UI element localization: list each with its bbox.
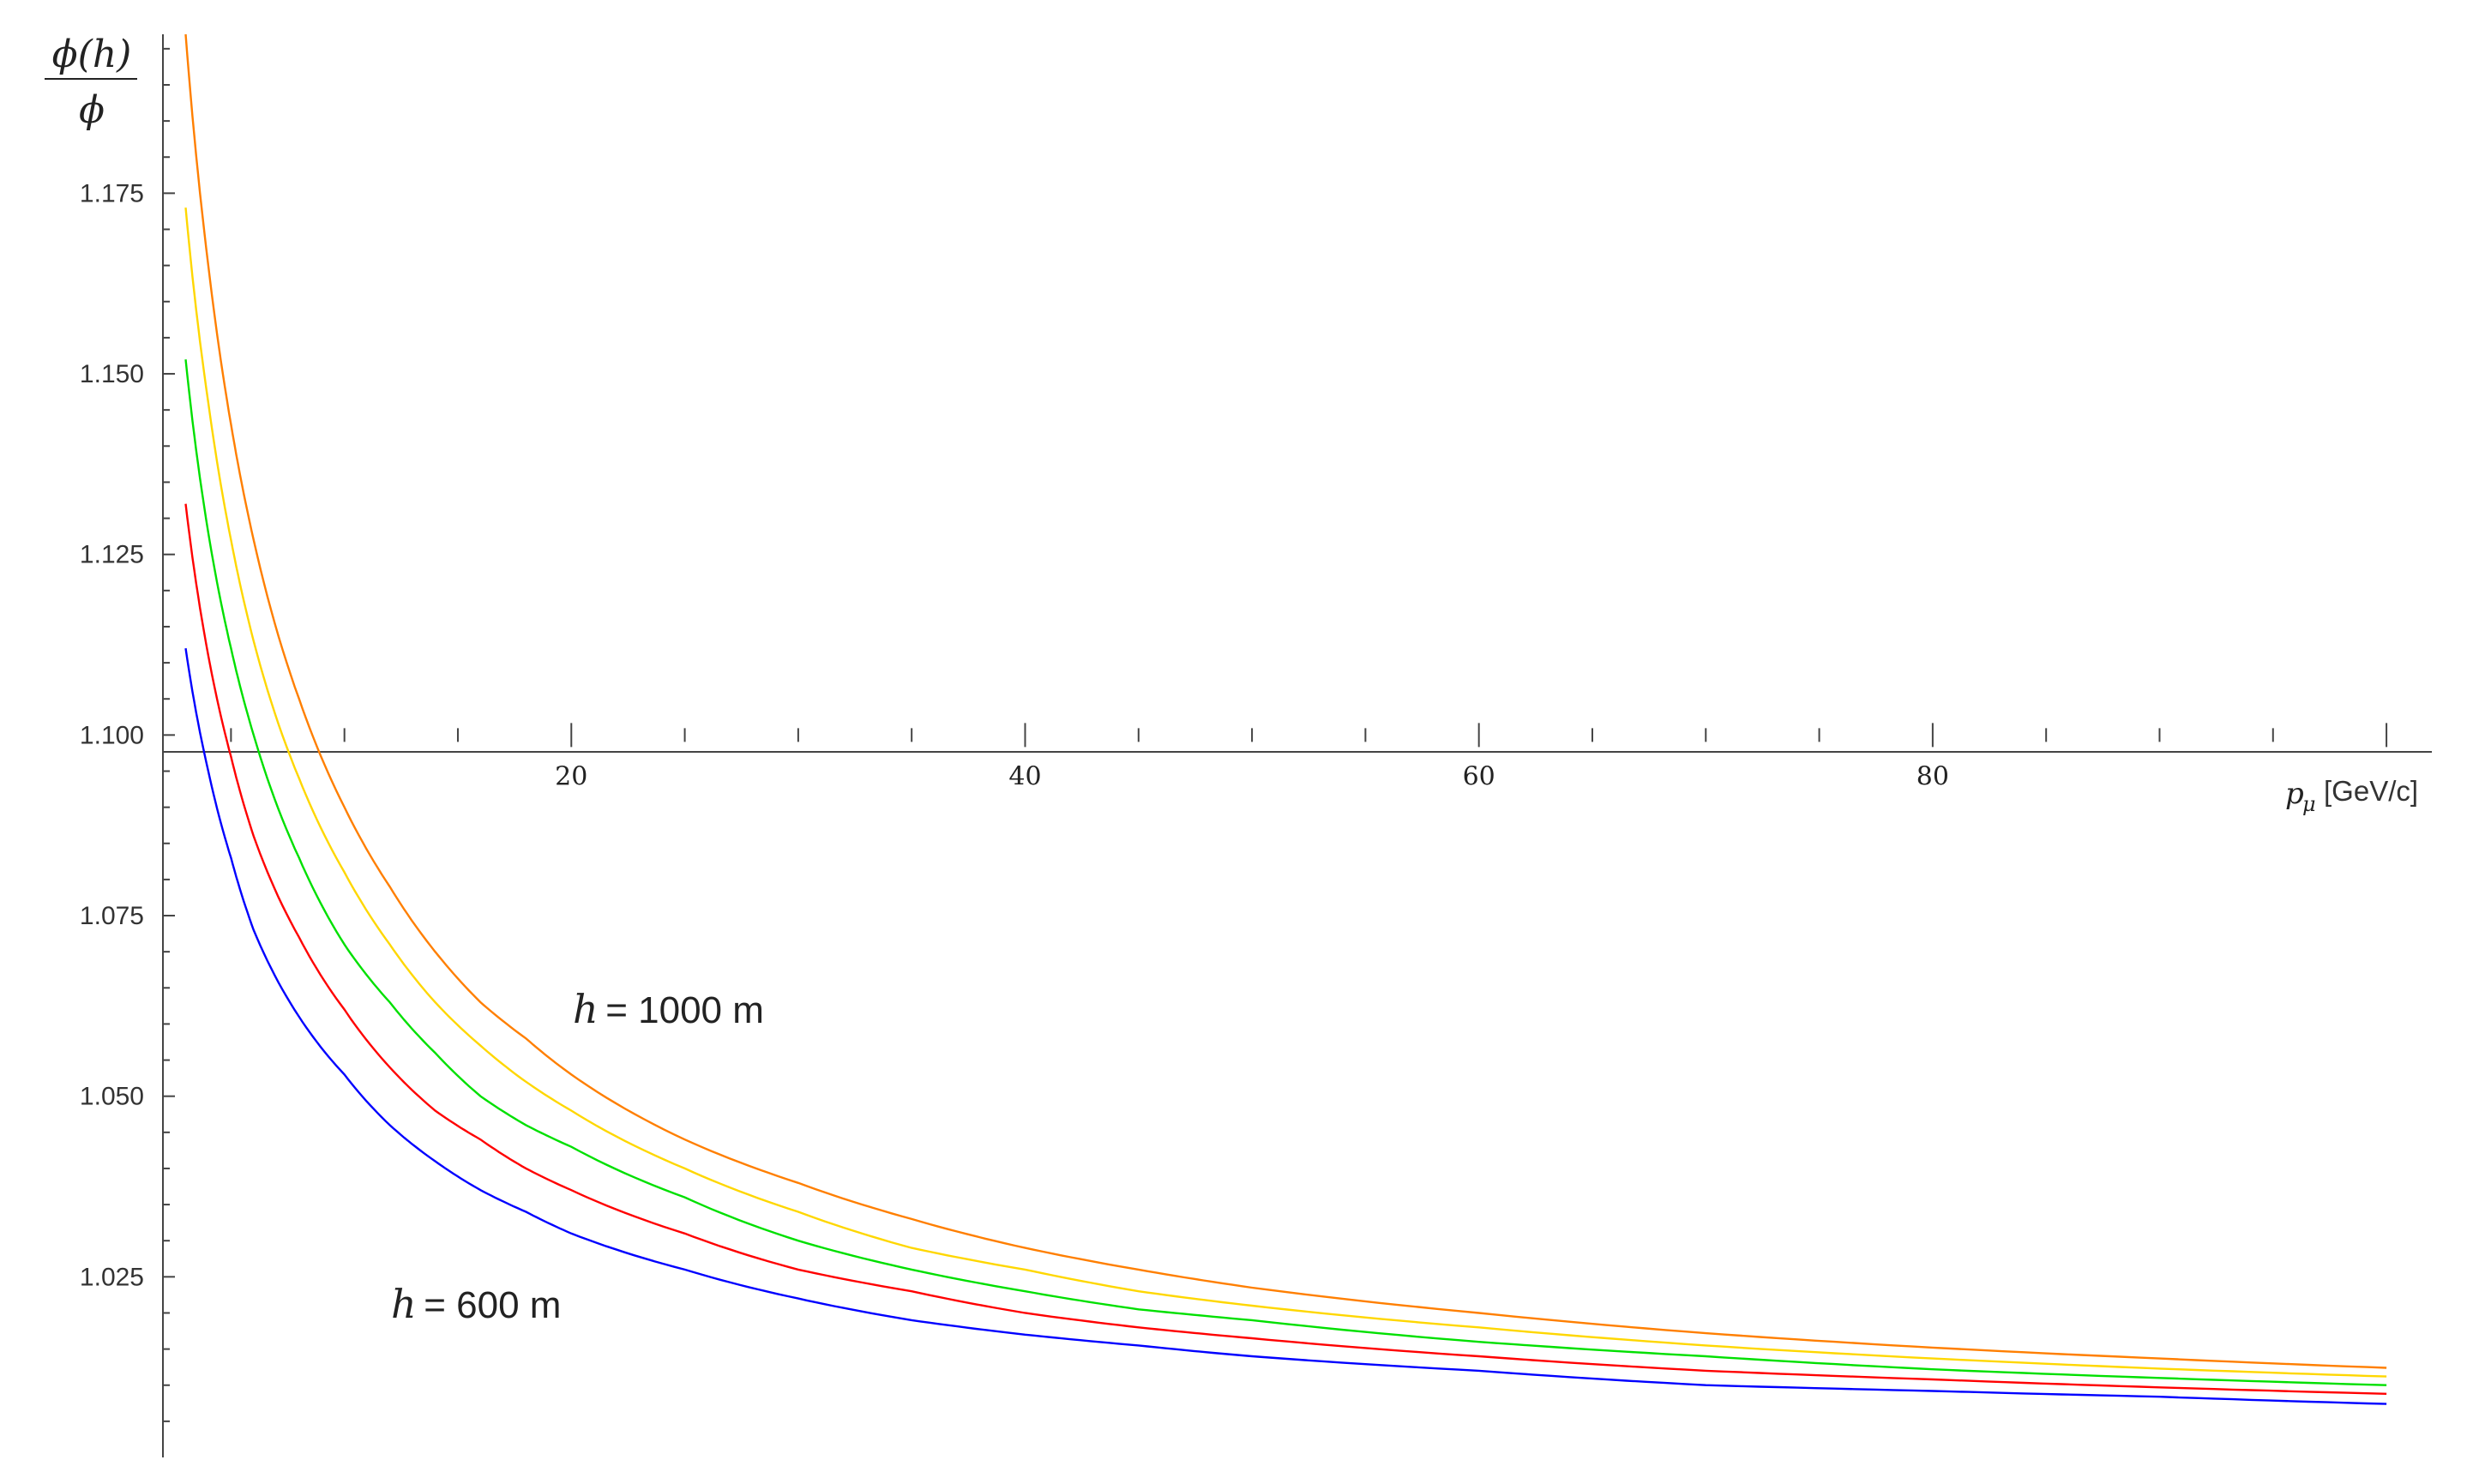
y-tick-label: 1.150 <box>80 360 144 388</box>
x-label-unit: [GeV/c] <box>2324 775 2418 807</box>
x-label-subscript: μ <box>2302 792 2316 816</box>
annotation-1000m-h: h <box>573 986 599 1032</box>
x-tick-label: 20 <box>555 761 587 791</box>
series-line-4 <box>184 33 2387 1369</box>
x-ticks: 20 40 60 80 <box>230 723 2388 791</box>
series-line-3 <box>184 207 2387 1378</box>
y-ticks: 1.025 1.050 1.075 1.100 1.125 1.150 1.175 <box>80 47 175 1422</box>
y-tick-label: 1.075 <box>80 902 144 930</box>
annotation-600m-h: h <box>391 1281 417 1327</box>
annotation-1000m-text: = 1000 m <box>595 989 764 1031</box>
series-line-2 <box>184 359 2387 1386</box>
series-group <box>184 33 2387 1405</box>
x-tick-label: 80 <box>1916 761 1949 791</box>
y-tick-label: 1.175 <box>80 179 144 207</box>
annotation-600m: h = 600 m <box>391 1281 561 1327</box>
x-axis-label: p μ [GeV/c] <box>2285 775 2418 816</box>
annotation-1000m: h = 1000 m <box>573 986 764 1032</box>
x-tick-label: 60 <box>1463 761 1495 791</box>
y-tick-label: 1.100 <box>80 721 144 749</box>
x-label-symbol: p <box>2285 777 2304 811</box>
y-tick-label: 1.050 <box>80 1083 144 1111</box>
y-axis-label: ϕ(h) ϕ <box>45 33 137 132</box>
y-label-denominator: ϕ <box>79 88 105 132</box>
y-tick-label: 1.025 <box>80 1263 144 1291</box>
series-line-1 <box>184 503 2387 1395</box>
x-tick-label: 40 <box>1008 761 1041 791</box>
annotation-600m-text: = 600 m <box>413 1284 561 1326</box>
series-line-0 <box>184 648 2387 1405</box>
y-tick-label: 1.125 <box>80 541 144 569</box>
y-label-numerator: ϕ(h) <box>52 33 132 76</box>
